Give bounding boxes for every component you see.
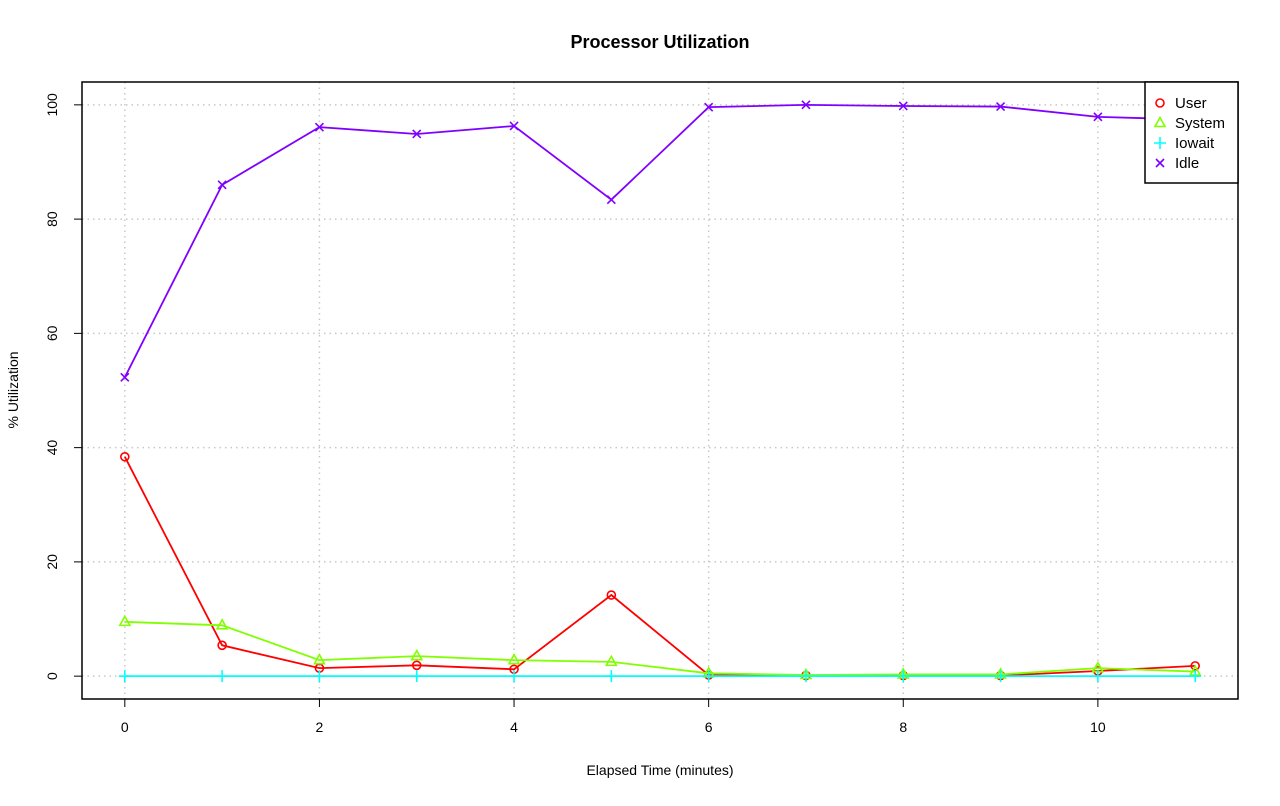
y-tick-label: 80 bbox=[44, 211, 60, 227]
legend-marker-system bbox=[1153, 115, 1167, 128]
data-point-system bbox=[410, 649, 424, 661]
data-point-idle bbox=[801, 100, 811, 110]
y-tick-label: 100 bbox=[44, 93, 60, 117]
series-user bbox=[120, 451, 1200, 681]
grid bbox=[82, 82, 1238, 699]
data-point-user bbox=[411, 660, 422, 671]
data-point-user bbox=[217, 640, 227, 651]
data-point-iowait bbox=[313, 670, 326, 683]
x-axis-label: Elapsed Time (minutes) bbox=[586, 762, 733, 778]
data-point-iowait bbox=[702, 670, 715, 683]
data-point-idle bbox=[996, 102, 1006, 112]
data-point-idle bbox=[120, 372, 130, 382]
data-point-iowait bbox=[508, 670, 521, 683]
legend-label-user: User bbox=[1175, 95, 1207, 112]
data-point-iowait bbox=[799, 670, 812, 683]
data-point-user bbox=[120, 451, 130, 462]
legend-marker-idle bbox=[1155, 158, 1165, 168]
legend-marker-user bbox=[1155, 98, 1165, 108]
y-axis-label: % Utilization bbox=[5, 351, 21, 428]
data-point-idle bbox=[606, 195, 616, 205]
series-line-user bbox=[124, 456, 1196, 677]
series-idle bbox=[120, 100, 1200, 382]
data-point-user bbox=[1190, 661, 1200, 671]
data-point-iowait bbox=[994, 670, 1007, 683]
x-tick-label: 10 bbox=[1090, 719, 1106, 735]
data-point-iowait bbox=[410, 670, 423, 683]
chart-title: Processor Utilization bbox=[570, 32, 749, 52]
series-group bbox=[118, 100, 1202, 683]
data-point-idle bbox=[509, 121, 519, 131]
y-tick-label: 60 bbox=[44, 325, 60, 341]
legend-label-system: System bbox=[1175, 115, 1225, 132]
x-tick-label: 2 bbox=[316, 719, 324, 735]
legend-marker-iowait bbox=[1154, 137, 1166, 149]
data-point-idle bbox=[898, 101, 908, 111]
data-point-user bbox=[606, 590, 617, 600]
data-point-iowait bbox=[897, 670, 910, 683]
data-point-iowait bbox=[1189, 670, 1202, 683]
y-tick-label: 0 bbox=[44, 672, 60, 680]
data-point-iowait bbox=[605, 670, 618, 683]
data-point-iowait bbox=[118, 670, 131, 683]
legend: User System Iowait Idle bbox=[1144, 81, 1239, 184]
data-point-system bbox=[215, 618, 229, 630]
data-point-system bbox=[507, 653, 521, 665]
data-point-system bbox=[313, 653, 326, 665]
data-point-idle bbox=[217, 180, 227, 190]
series-line-system bbox=[124, 620, 1196, 676]
y-tick-label: 40 bbox=[44, 440, 60, 456]
data-point-idle bbox=[704, 102, 714, 112]
data-point-idle bbox=[1093, 112, 1103, 122]
legend-label-idle: Idle bbox=[1175, 155, 1199, 172]
series-iowait bbox=[118, 670, 1202, 683]
data-point-system bbox=[118, 614, 132, 627]
data-point-system bbox=[604, 654, 618, 667]
x-tick-label: 0 bbox=[121, 719, 129, 735]
data-point-idle bbox=[314, 122, 324, 132]
plot-frame bbox=[81, 81, 1239, 700]
data-point-iowait bbox=[216, 670, 229, 683]
y-tick-label: 20 bbox=[44, 554, 60, 570]
series-line-idle bbox=[124, 103, 1196, 378]
x-tick-label: 6 bbox=[705, 719, 713, 735]
data-point-iowait bbox=[1091, 670, 1104, 683]
x-tick-label: 8 bbox=[899, 719, 907, 735]
data-point-idle bbox=[412, 129, 422, 139]
legend-label-iowait: Iowait bbox=[1175, 135, 1215, 152]
x-tick-label: 4 bbox=[510, 719, 518, 735]
series-system bbox=[118, 614, 1202, 680]
